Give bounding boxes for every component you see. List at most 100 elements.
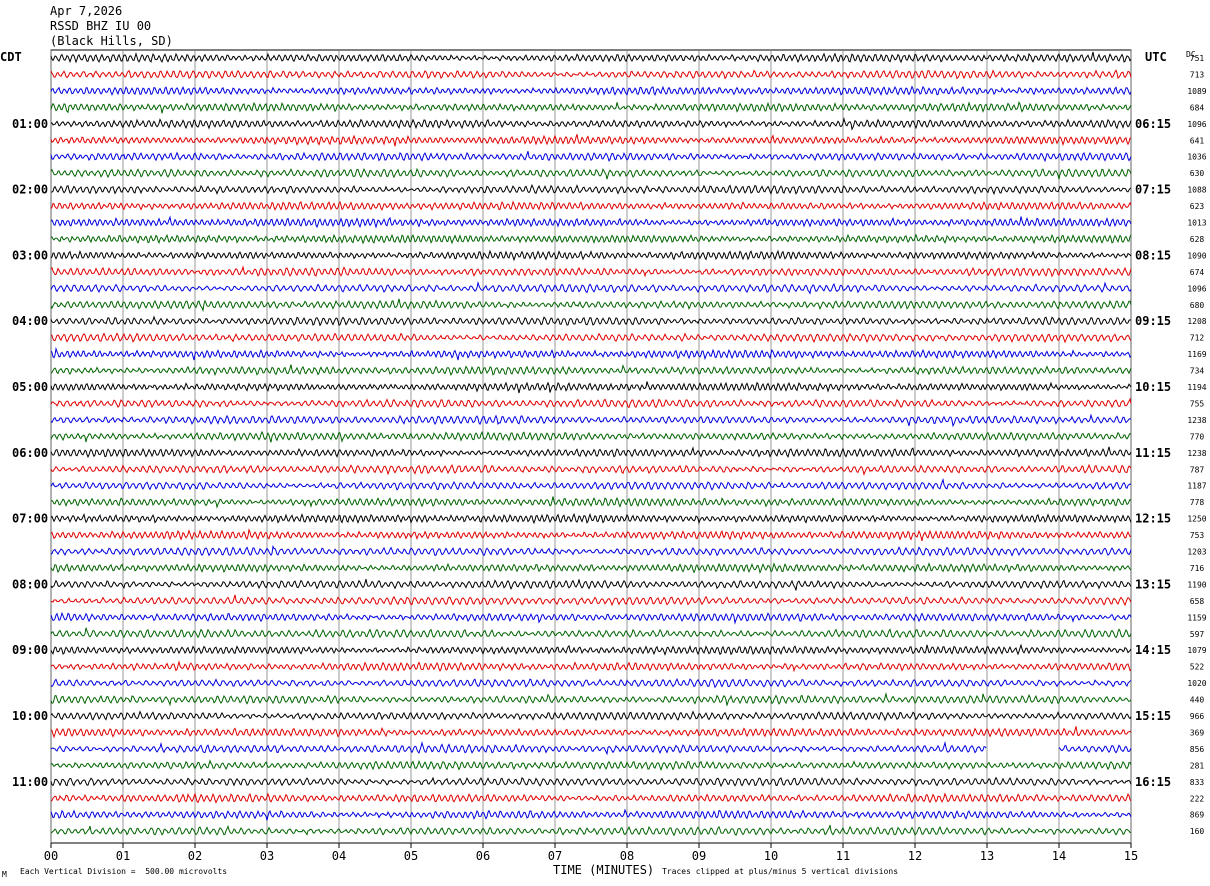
dc-offset-label: 597 xyxy=(1190,630,1205,639)
x-tick-label: 05 xyxy=(404,849,418,863)
x-tick-label: 15 xyxy=(1124,849,1138,863)
left-hour-label: 08:00 xyxy=(12,577,48,591)
dc-offset-label: 1088 xyxy=(1187,186,1206,195)
dc-offset-label: 674 xyxy=(1190,268,1205,277)
plot-frame xyxy=(50,49,1132,844)
seismic-trace xyxy=(50,430,1132,443)
x-tick-label: 09 xyxy=(692,849,706,863)
seismic-trace xyxy=(50,512,1132,525)
seismic-trace xyxy=(50,315,1132,327)
dc-offset-label: 522 xyxy=(1190,663,1205,672)
dc-offset-label: 712 xyxy=(1190,334,1205,343)
seismic-trace xyxy=(50,332,1132,344)
dc-offset-label: 1020 xyxy=(1187,679,1206,688)
left-hour-label: 02:00 xyxy=(12,183,48,197)
seismic-trace xyxy=(50,51,1132,64)
dc-offset-label: 641 xyxy=(1190,136,1205,145)
x-tick-label: 00 xyxy=(44,849,58,863)
dc-offset-label: 369 xyxy=(1190,728,1205,737)
left-hour-label: 01:00 xyxy=(12,117,48,131)
right-hour-label: 08:15 xyxy=(1135,248,1171,262)
dc-offset-label: 1036 xyxy=(1187,153,1206,162)
dc-offset-label: 1190 xyxy=(1187,580,1206,589)
seismic-trace xyxy=(50,280,1132,295)
seismic-trace xyxy=(50,381,1132,394)
dc-offset-label: 1238 xyxy=(1187,416,1206,425)
dc-offset-label: 1013 xyxy=(1187,219,1206,228)
dc-offset-label: 778 xyxy=(1190,498,1205,507)
seismic-trace xyxy=(50,116,1132,131)
left-hour-label: 06:00 xyxy=(12,446,48,460)
station-location: (Black Hills, SD) xyxy=(50,34,173,48)
corner-mark: M xyxy=(2,870,7,879)
dc-offset-label: 1187 xyxy=(1187,482,1206,491)
dc-offset-label: 623 xyxy=(1190,202,1205,211)
x-tick-label: 04 xyxy=(332,849,346,863)
right-hour-label: 16:15 xyxy=(1135,775,1171,789)
seismic-trace xyxy=(50,776,1132,788)
x-tick-label: 07 xyxy=(548,849,562,863)
dc-offset-label: 751 xyxy=(1190,54,1205,63)
x-tick-label: 06 xyxy=(476,849,490,863)
x-tick-label: 13 xyxy=(980,849,994,863)
seismic-trace xyxy=(50,792,1132,804)
seismic-trace xyxy=(50,215,1132,229)
dc-offset-label: 281 xyxy=(1190,761,1205,770)
dc-offset-label: 734 xyxy=(1190,367,1205,376)
seismic-trace xyxy=(50,397,1132,409)
dc-offset-label: 1159 xyxy=(1187,613,1206,622)
seismic-trace xyxy=(50,298,1132,313)
seismic-trace xyxy=(50,446,1132,459)
right-hour-label: 15:15 xyxy=(1135,709,1171,723)
seismic-trace xyxy=(50,496,1132,509)
seismic-trace xyxy=(50,611,1132,625)
seismic-trace xyxy=(50,69,1132,80)
right-timezone-label: UTC xyxy=(1145,50,1167,64)
x-tick-label: 03 xyxy=(260,849,274,863)
dc-offset-label: 222 xyxy=(1190,794,1205,803)
left-hour-label: 10:00 xyxy=(12,709,48,723)
seismic-trace xyxy=(50,134,1132,147)
seismic-trace xyxy=(50,101,1132,114)
seismic-trace xyxy=(50,151,1132,163)
dc-offset-label: 713 xyxy=(1190,70,1205,79)
seismic-trace xyxy=(50,643,1132,656)
right-hour-label: 11:15 xyxy=(1135,446,1171,460)
seismic-trace xyxy=(50,183,1132,196)
dc-offset-label: 1203 xyxy=(1187,548,1206,557)
dc-offset-label: 630 xyxy=(1190,169,1205,178)
dc-offset-label: 869 xyxy=(1190,811,1205,820)
seismic-trace xyxy=(50,726,1132,739)
right-hour-label: 13:15 xyxy=(1135,577,1171,591)
dc-offset-label: 1090 xyxy=(1187,251,1206,260)
seismic-trace xyxy=(50,200,1132,212)
seismic-trace xyxy=(50,578,1132,591)
dc-offset-label: 755 xyxy=(1190,399,1205,408)
seismic-trace xyxy=(50,528,1132,542)
seismic-trace xyxy=(50,562,1132,575)
seismic-trace xyxy=(50,710,1132,722)
seismic-trace xyxy=(50,346,1132,361)
dc-offset-label: 787 xyxy=(1190,465,1205,474)
seismic-trace xyxy=(50,824,1132,837)
dc-offset-label: 1208 xyxy=(1187,317,1206,326)
seismic-trace xyxy=(50,265,1132,278)
seismic-trace xyxy=(50,85,1132,97)
dc-offset-label: 856 xyxy=(1190,745,1205,754)
x-tick-label: 02 xyxy=(188,849,202,863)
dc-offset-label: 1238 xyxy=(1187,449,1206,458)
dc-offset-label: 680 xyxy=(1190,301,1205,310)
x-tick-label: 14 xyxy=(1052,849,1066,863)
seismic-trace xyxy=(50,808,1132,821)
x-tick-label: 10 xyxy=(764,849,778,863)
seismic-trace xyxy=(50,740,987,756)
dc-offset-label: 1194 xyxy=(1187,383,1206,392)
dc-offset-label: 1250 xyxy=(1187,515,1206,524)
dc-offset-label: 684 xyxy=(1190,103,1205,112)
dc-offset-label: 1169 xyxy=(1187,350,1206,359)
seismic-trace xyxy=(50,249,1132,262)
dc-offset-label: 160 xyxy=(1190,827,1205,836)
left-hour-label: 04:00 xyxy=(12,314,48,328)
dc-offset-label: 716 xyxy=(1190,564,1205,573)
seismic-trace xyxy=(50,660,1132,673)
